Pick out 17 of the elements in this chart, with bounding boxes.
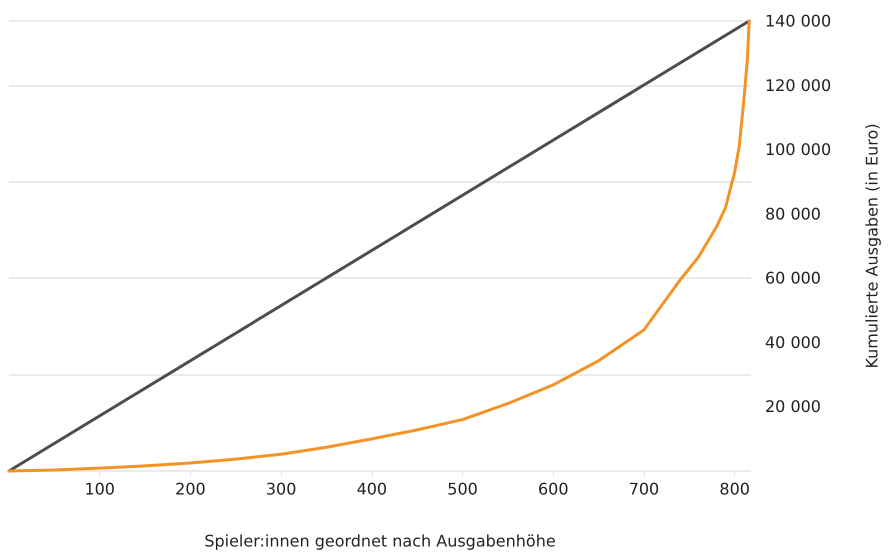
y-tick-label: 140 000 xyxy=(765,12,832,30)
y-tick-label: 20 000 xyxy=(765,397,821,416)
y-axis-title: Kumulierte Ausgaben (in Euro) xyxy=(862,123,882,369)
x-tick-label: 400 xyxy=(356,480,388,498)
y-tick-label: 100 000 xyxy=(765,140,832,160)
y-tick-label: 60 000 xyxy=(765,268,821,288)
x-tick-label: 200 xyxy=(175,480,206,498)
y-tick-label: 80 000 xyxy=(765,204,821,224)
x-tick-label: 800 xyxy=(719,480,750,498)
y-tick-label: 120 000 xyxy=(765,76,832,95)
x-tick-label: 500 xyxy=(447,480,478,498)
y-tick-label: 40 000 xyxy=(765,332,821,352)
x-tick-label: 100 xyxy=(84,480,115,498)
x-axis-title: Spieler:innen geordnet nach Ausgabenhöhe xyxy=(204,532,556,550)
x-tick-label: 600 xyxy=(538,480,569,498)
x-tick-label: 300 xyxy=(266,480,296,498)
x-tick-label: 700 xyxy=(628,480,660,498)
